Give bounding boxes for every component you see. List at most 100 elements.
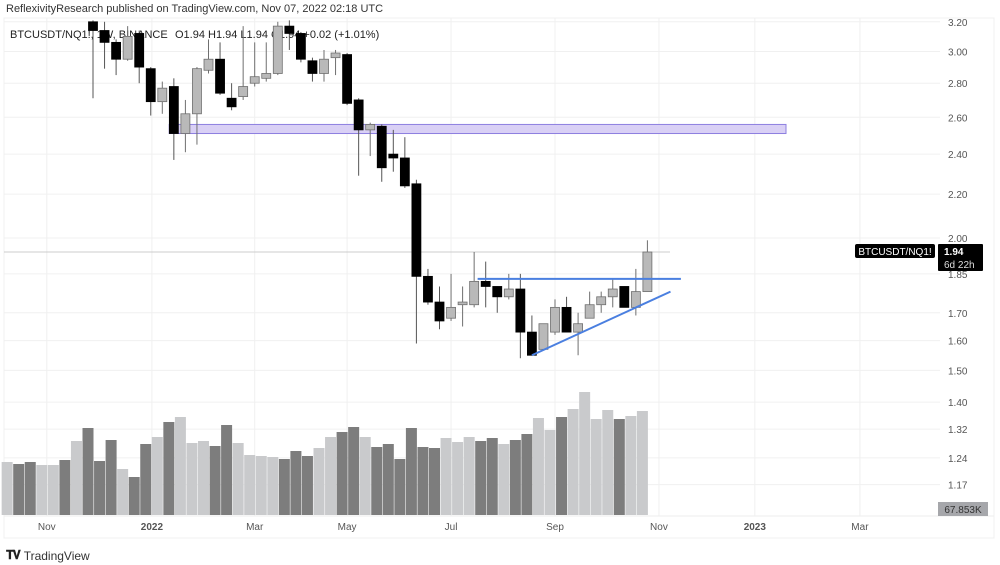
volume-bar: [590, 419, 602, 515]
candle-body: [376, 125, 387, 169]
candle-body: [538, 323, 549, 350]
volume-bar: [417, 447, 429, 515]
volume-bar: [313, 448, 325, 515]
volume-bar: [278, 459, 290, 515]
candle-body: [88, 21, 98, 31]
candle: [480, 261, 491, 308]
candle: [226, 83, 237, 111]
candle-body: [249, 76, 260, 84]
volume-bar: [532, 418, 544, 515]
x-tick-label: Nov: [38, 522, 56, 533]
y-tick-label: 1.17: [948, 481, 968, 492]
volume-value-badge: [938, 502, 988, 516]
candle-body: [492, 286, 503, 298]
y-tick-label: 1.40: [948, 398, 968, 409]
time-axis[interactable]: Nov 2022 Mar May Jul Sep Nov 2023 Mar: [4, 515, 994, 533]
y-tick-label: 2.00: [948, 234, 968, 245]
brand-name: TradingView: [23, 548, 90, 563]
y-tick-label: 3.00: [948, 47, 968, 58]
candle-body: [365, 124, 376, 131]
volume-bar: [117, 469, 129, 515]
candle-body: [388, 153, 399, 159]
candle: [423, 268, 433, 305]
candle: [168, 78, 179, 160]
candle-body: [469, 280, 480, 306]
candle-body: [272, 25, 283, 74]
candle: [180, 99, 191, 153]
volume-bar: [163, 422, 175, 515]
candle-body: [399, 157, 410, 187]
candle: [411, 179, 422, 344]
volume-bar: [151, 437, 163, 515]
candle-body: [411, 183, 422, 277]
candle-body: [99, 30, 110, 43]
volume-bar: [475, 441, 487, 515]
bar-countdown: 6d 22h: [944, 260, 975, 271]
candle-body: [122, 36, 133, 60]
candle: [192, 67, 202, 145]
candle: [203, 39, 214, 74]
volume-bar: [82, 428, 94, 515]
candle-body: [423, 275, 433, 303]
volume-bar: [359, 437, 371, 515]
volume-bar: [186, 443, 198, 515]
candle: [111, 39, 121, 76]
symbol-price-label: BTCUSDT/NQ1! 1.94 6d 22h: [855, 244, 983, 271]
volume-bar: [267, 457, 279, 515]
volume-bar: [128, 477, 140, 515]
volume-bar: [625, 416, 637, 515]
candle-body: [607, 288, 618, 298]
published-header: ReflexivityResearch published on Trading…: [6, 3, 384, 15]
x-tick-label: Sep: [546, 522, 564, 533]
volume-bar: [47, 465, 59, 515]
volume-bar: [70, 441, 82, 515]
candle-body: [238, 86, 249, 97]
volume-bar: [36, 465, 48, 515]
price-axis[interactable]: 3.20 3.00 2.80 2.60 2.40 2.20 2.00 1.85 1.70 1.60…: [948, 18, 968, 492]
volume-bar: [429, 448, 440, 515]
y-tick-label: 1.24: [948, 454, 968, 465]
candle: [376, 124, 387, 182]
volume-bar: [209, 446, 221, 515]
candle: [342, 53, 353, 106]
candle: [434, 286, 445, 330]
x-tick-label: Mar: [851, 522, 869, 533]
y-tick-label: 2.20: [948, 190, 968, 201]
candle: [492, 286, 503, 313]
y-tick-label: 2.80: [948, 79, 968, 90]
tradingview-brand[interactable]: 𝐓𝐕 TradingView: [6, 548, 90, 563]
candle: [619, 286, 630, 308]
volume-bar: [579, 392, 591, 515]
y-tick-label: 2.60: [948, 113, 968, 124]
candle-body: [330, 52, 341, 59]
candle: [561, 296, 572, 333]
volume-bar: [290, 451, 302, 515]
x-tick-label: Mar: [246, 522, 264, 533]
candle-body: [261, 73, 272, 79]
candle-body: [192, 68, 202, 115]
x-tick-label: Nov: [650, 522, 668, 533]
volume-bar: [232, 443, 244, 515]
volume-bar: [348, 427, 360, 515]
y-tick-label: 1.50: [948, 366, 968, 377]
candle-body: [573, 323, 583, 333]
volume-bar: [244, 455, 256, 515]
candle-body: [203, 58, 214, 71]
candle: [607, 278, 618, 308]
volume-bar: [140, 444, 152, 515]
volume-bar: [463, 437, 475, 515]
x-tick-label: 2023: [744, 522, 767, 533]
candle: [550, 299, 560, 335]
volume-bar: [59, 460, 71, 515]
candle-body: [145, 68, 156, 103]
candle: [469, 252, 480, 308]
grid: [4, 18, 940, 516]
candle-body: [353, 99, 364, 131]
volume-bar: [221, 425, 233, 515]
candle: [134, 30, 145, 84]
last-price: 1.94: [944, 247, 964, 258]
volume-bar: [452, 442, 464, 515]
candle: [584, 291, 595, 319]
candle-body: [180, 113, 191, 134]
